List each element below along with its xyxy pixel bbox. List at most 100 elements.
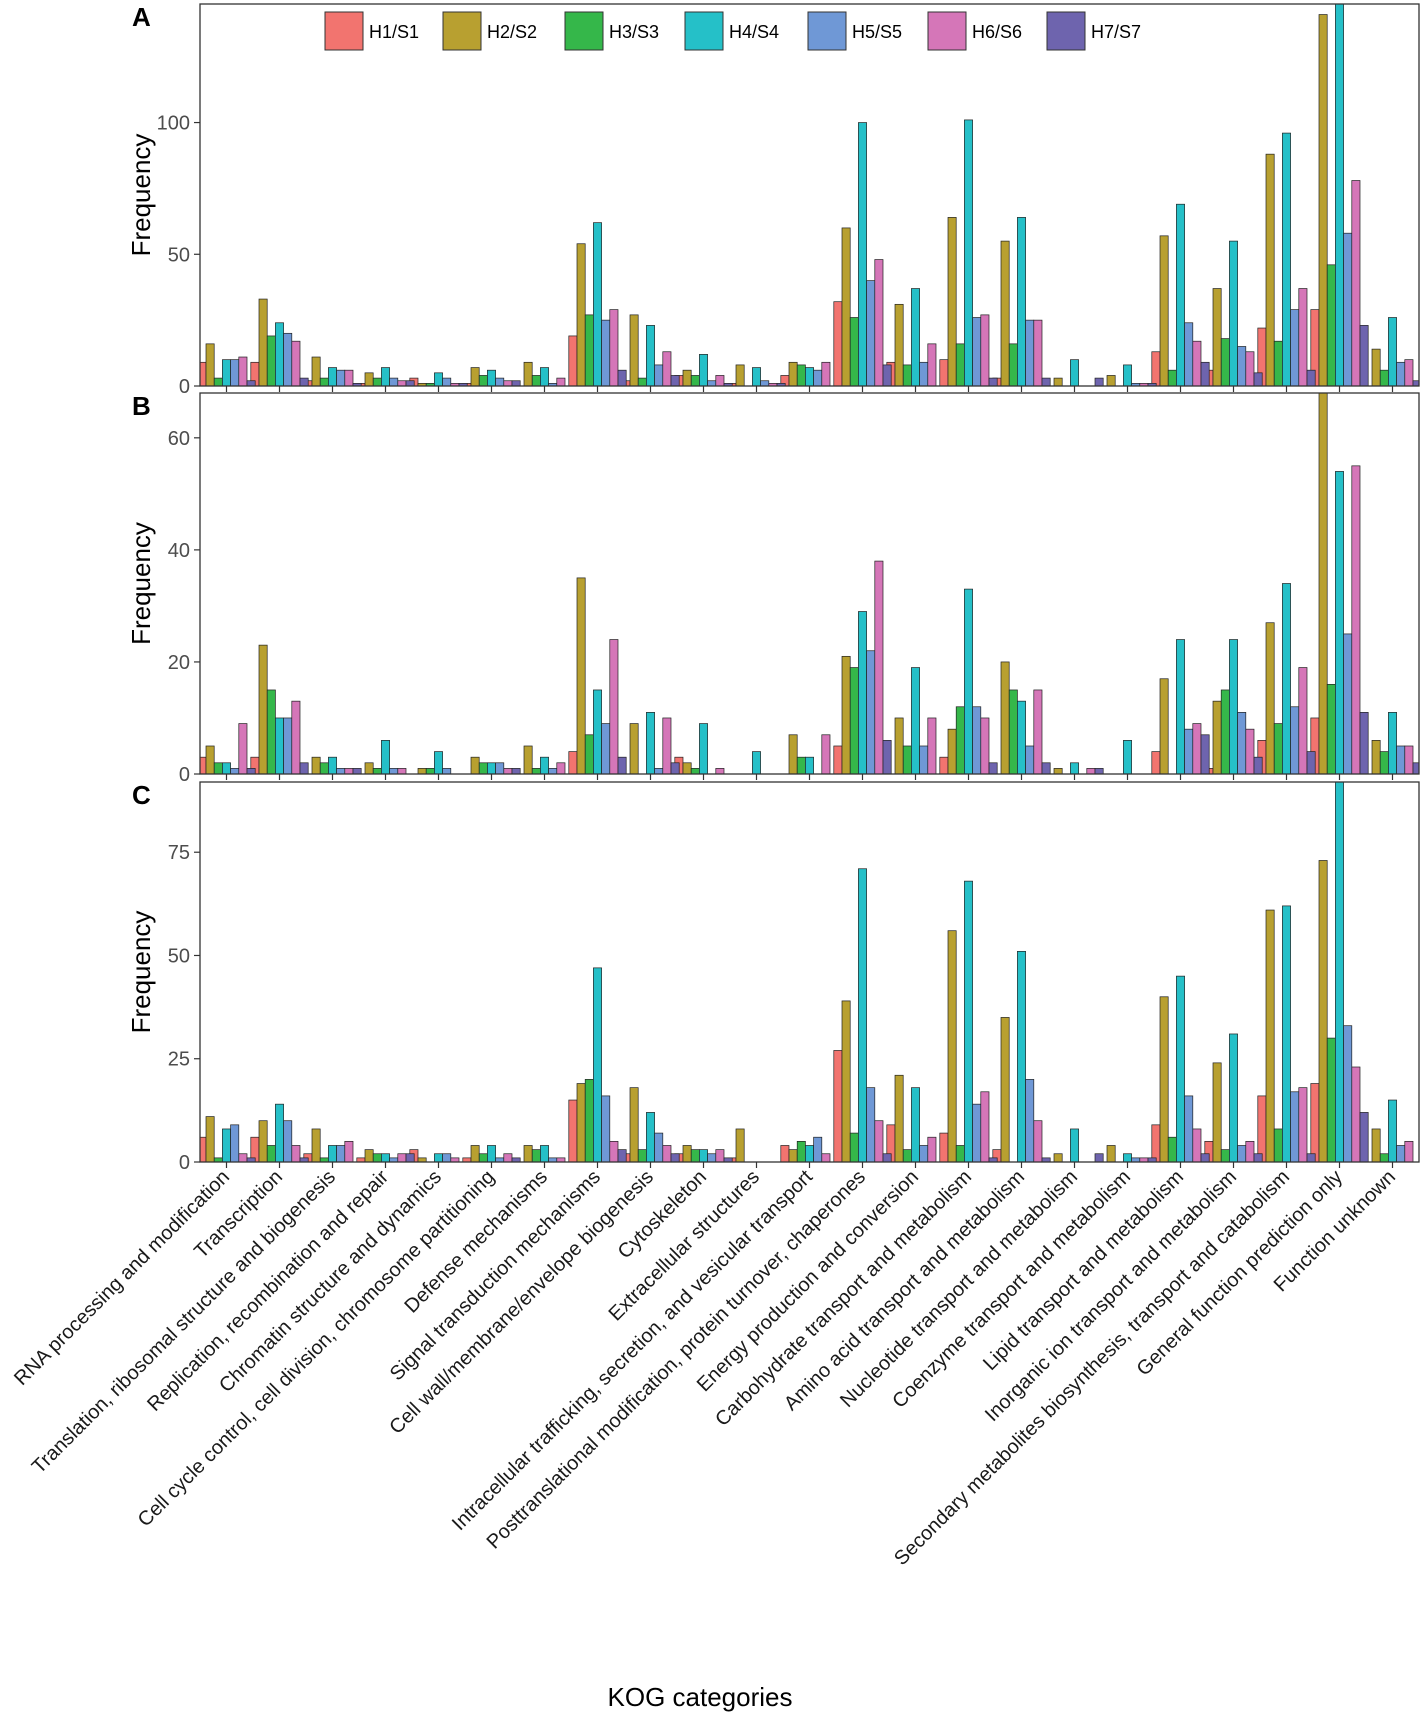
bar-c-3-10 <box>690 1149 700 1162</box>
bar-c-3-12 <box>796 1140 806 1162</box>
bar-b-1-15 <box>939 756 949 774</box>
bar-a-4-2 <box>275 322 284 386</box>
bar-c-4-1 <box>222 1128 231 1162</box>
bar-a-2-17 <box>1053 377 1063 386</box>
bar-a-7-15 <box>988 377 998 386</box>
bar-a-3-2 <box>266 335 276 386</box>
bar-c-2-17 <box>1053 1153 1063 1162</box>
bar-b-5-22 <box>1343 633 1353 774</box>
bar-a-5-13 <box>866 280 876 386</box>
bar-a-5-3 <box>336 369 346 386</box>
bar-a-7-19 <box>1200 361 1210 386</box>
bar-a-5-16 <box>1025 319 1035 386</box>
bar-a-3-19 <box>1167 369 1177 386</box>
bar-b-6-16 <box>1033 689 1043 774</box>
bar-a-3-13 <box>849 317 859 386</box>
bar-c-2-19 <box>1159 996 1169 1162</box>
bar-c-4-8 <box>593 967 602 1162</box>
bar-a-4-5 <box>434 372 443 386</box>
bar-c-5-16 <box>1025 1079 1035 1162</box>
bar-c-6-16 <box>1033 1120 1043 1162</box>
bar-b-5-8 <box>601 723 611 774</box>
bar-b-3-16 <box>1008 689 1018 774</box>
bar-b-7-2 <box>299 762 309 774</box>
bar-b-5-15 <box>972 706 982 774</box>
bar-b-5-1 <box>230 768 240 774</box>
bar-a-2-23 <box>1371 348 1381 386</box>
bar-c-7-13 <box>882 1153 892 1162</box>
bar-a-5-10 <box>707 380 717 386</box>
bar-c-2-13 <box>841 1000 851 1162</box>
bar-c-4-22 <box>1335 782 1344 1162</box>
bar-c-6-23 <box>1404 1140 1414 1162</box>
bar-a-3-4 <box>372 377 382 386</box>
bar-b-6-1 <box>238 723 248 774</box>
bar-a-3-23 <box>1379 369 1389 386</box>
bar-a-5-20 <box>1237 346 1247 386</box>
bar-a-7-22 <box>1359 325 1369 386</box>
bar-b-7-16 <box>1041 762 1051 774</box>
bar-a-6-9 <box>662 351 672 386</box>
bar-a-5-5 <box>442 377 452 386</box>
bar-a-6-1 <box>238 356 248 386</box>
bar-b-2-5 <box>417 768 427 774</box>
bar-a-7-13 <box>882 364 892 386</box>
bar-b-5-19 <box>1184 728 1194 774</box>
bar-a-3-1 <box>213 377 223 386</box>
bar-c-6-19 <box>1192 1128 1202 1162</box>
bar-b-3-22 <box>1326 683 1336 774</box>
category-label: Secondary metabolites biosynthesis, tran… <box>890 1166 1294 1570</box>
bar-c-1-8 <box>568 1099 578 1162</box>
bar-a-2-12 <box>788 361 798 386</box>
bar-b-4-14 <box>911 667 920 774</box>
bar-c-7-8 <box>617 1149 627 1162</box>
bar-c-7-22 <box>1359 1112 1369 1162</box>
bar-c-6-1 <box>238 1153 248 1162</box>
bar-a-2-1 <box>205 343 215 386</box>
bar-a-2-22 <box>1318 14 1328 386</box>
bar-a-4-13 <box>858 122 867 386</box>
y-tick-label: 0 <box>179 764 190 786</box>
bar-b-4-20 <box>1229 639 1238 774</box>
bar-c-2-16 <box>1000 1017 1010 1162</box>
bar-b-3-5 <box>425 768 435 774</box>
bar-a-3-14 <box>902 364 912 386</box>
bar-b-6-7 <box>556 762 566 774</box>
bar-b-7-21 <box>1306 751 1316 774</box>
bar-b-6-2 <box>291 700 301 774</box>
y-tick-label: 75 <box>168 842 190 864</box>
bar-b-3-3 <box>319 762 329 774</box>
bar-a-4-18 <box>1123 364 1132 386</box>
bar-b-3-12 <box>796 756 806 774</box>
bar-b-4-17 <box>1070 762 1079 774</box>
bar-b-5-4 <box>389 768 399 774</box>
bar-a-3-16 <box>1008 343 1018 386</box>
legend-swatch-4 <box>684 11 724 51</box>
bar-b-6-12 <box>821 734 831 774</box>
bar-a-1-15 <box>939 359 949 386</box>
bar-b-3-21 <box>1273 723 1283 774</box>
bar-b-6-17 <box>1086 768 1096 774</box>
bar-b-6-3 <box>344 768 354 774</box>
bar-b-2-2 <box>258 644 268 774</box>
bar-c-5-20 <box>1237 1145 1247 1162</box>
y-tick-label: 20 <box>168 652 190 674</box>
bar-c-3-4 <box>372 1153 382 1162</box>
bar-a-4-12 <box>805 367 814 386</box>
bar-b-2-13 <box>841 655 851 774</box>
bar-c-6-8 <box>609 1140 619 1162</box>
bar-a-4-4 <box>381 367 390 386</box>
bar-a-4-7 <box>540 367 549 386</box>
bar-a-2-9 <box>629 314 639 386</box>
panels: A Frequency 0 50 100 B Frequency 0 20 40 60 C Freque… <box>126 2 1420 1174</box>
bar-c-6-4 <box>397 1153 407 1162</box>
bar-a-6-14 <box>927 343 937 386</box>
bar-b-6-23 <box>1404 745 1414 774</box>
bar-c-1-22 <box>1310 1083 1320 1162</box>
panel-b: B Frequency 0 20 40 60 <box>126 391 1420 786</box>
bar-b-4-15 <box>964 588 973 774</box>
bar-a-6-4 <box>397 380 407 386</box>
bar-c-4-17 <box>1070 1128 1079 1162</box>
bar-b-4-9 <box>646 712 655 774</box>
bar-a-6-10 <box>715 375 725 386</box>
